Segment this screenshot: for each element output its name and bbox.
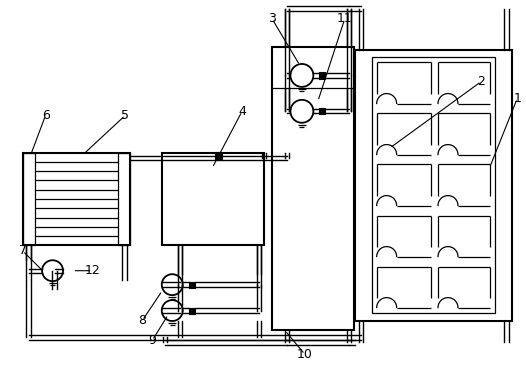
Circle shape — [42, 260, 63, 281]
Text: 8: 8 — [138, 314, 146, 327]
Text: 1: 1 — [513, 92, 521, 105]
Text: 11: 11 — [337, 12, 352, 25]
Circle shape — [162, 300, 183, 321]
Text: 4: 4 — [238, 105, 246, 118]
Text: 6: 6 — [42, 109, 49, 122]
Text: 2: 2 — [478, 75, 485, 88]
Bar — [189, 282, 195, 288]
Circle shape — [162, 274, 183, 295]
Bar — [319, 72, 325, 79]
Text: 10: 10 — [297, 348, 313, 361]
Text: 12: 12 — [85, 264, 100, 277]
Text: 5: 5 — [122, 109, 129, 122]
Bar — [189, 308, 195, 314]
Bar — [215, 152, 222, 159]
Text: 9: 9 — [148, 334, 156, 347]
Text: 7: 7 — [18, 244, 27, 257]
Text: 3: 3 — [268, 12, 276, 25]
Circle shape — [290, 100, 313, 123]
Bar — [319, 108, 325, 115]
Circle shape — [290, 64, 313, 87]
